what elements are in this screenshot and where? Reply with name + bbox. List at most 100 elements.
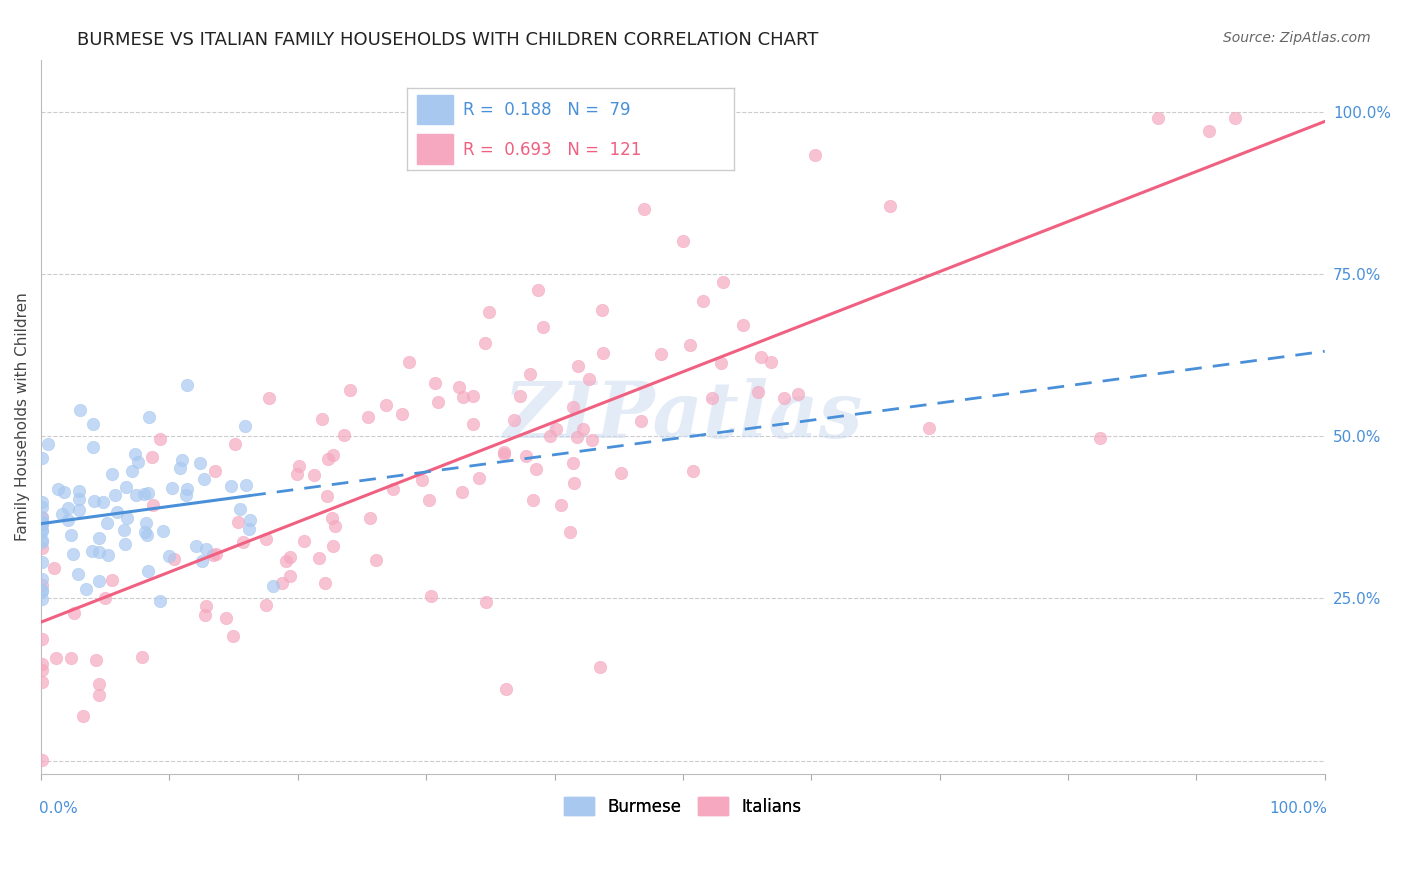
Point (672, 235, 695, 249)
Point (591, 303, 613, 318)
Point (82, 440, 104, 454)
Point (31, 495, 53, 509)
Point (124, 447, 146, 461)
Point (194, 608, 217, 623)
Point (398, 355, 420, 369)
Point (82, 417, 104, 432)
Point (254, 599, 277, 613)
Point (31, 657, 53, 671)
Point (1088, 431, 1111, 445)
Point (495, 681, 517, 696)
Point (478, 305, 501, 319)
Point (31, 663, 53, 677)
Point (468, 470, 491, 484)
Point (1223, 111, 1246, 125)
Point (509, 389, 531, 403)
Point (1146, 111, 1168, 125)
Point (97, 549, 120, 563)
Point (238, 522, 260, 536)
Point (475, 594, 498, 608)
Point (322, 539, 344, 553)
Point (134, 487, 156, 501)
Point (560, 524, 582, 539)
Point (411, 473, 433, 487)
Point (31, 510, 53, 524)
Point (135, 528, 157, 542)
Point (449, 380, 471, 394)
Point (544, 421, 567, 435)
Point (592, 346, 614, 360)
Point (46, 483, 69, 497)
Point (112, 524, 135, 538)
Point (522, 493, 544, 508)
Point (524, 462, 547, 476)
Point (31, 509, 53, 524)
Point (53, 484, 76, 499)
Point (135, 516, 157, 531)
Point (63, 606, 86, 620)
Point (733, 318, 755, 333)
Point (136, 564, 159, 578)
Point (96, 516, 118, 530)
Point (56, 500, 79, 515)
Point (702, 391, 724, 405)
Point (235, 477, 257, 491)
Point (285, 467, 308, 482)
Point (83, 494, 105, 508)
Point (60, 527, 83, 541)
Point (94, 591, 117, 605)
Point (709, 356, 731, 370)
Point (271, 576, 294, 591)
Point (31, 583, 53, 598)
Point (531, 319, 554, 334)
Point (519, 368, 541, 382)
Point (104, 487, 127, 501)
Point (538, 428, 561, 442)
Point (418, 493, 440, 508)
Point (31, 753, 53, 767)
Point (124, 487, 146, 501)
Point (176, 378, 198, 392)
Point (322, 448, 344, 462)
Point (195, 541, 218, 556)
Point (136, 486, 159, 500)
Point (174, 487, 197, 501)
Point (67, 567, 90, 582)
Point (278, 569, 301, 583)
Point (121, 465, 143, 479)
Point (610, 466, 633, 480)
Point (276, 554, 298, 568)
Point (359, 511, 381, 525)
Point (375, 398, 398, 412)
Point (31, 591, 53, 606)
Point (391, 407, 413, 421)
Point (72, 709, 94, 723)
Point (578, 371, 600, 385)
Point (31, 632, 53, 647)
Point (152, 524, 174, 539)
Point (357, 410, 380, 425)
Point (561, 456, 583, 470)
Point (565, 430, 588, 444)
Point (62, 547, 84, 561)
Point (148, 594, 170, 608)
Point (37, 437, 59, 451)
Point (56, 513, 79, 527)
Point (194, 599, 217, 613)
Point (474, 335, 496, 350)
Point (188, 456, 211, 470)
Point (163, 551, 186, 566)
Point (423, 376, 446, 390)
Point (184, 539, 207, 553)
Point (141, 450, 163, 465)
Point (67, 492, 90, 507)
Point (650, 347, 672, 361)
Point (1198, 124, 1220, 138)
Point (308, 551, 330, 566)
Point (633, 202, 655, 216)
Point (31, 451, 53, 466)
Point (572, 422, 595, 436)
Point (280, 550, 302, 565)
Point (31, 516, 53, 531)
Point (463, 389, 485, 403)
